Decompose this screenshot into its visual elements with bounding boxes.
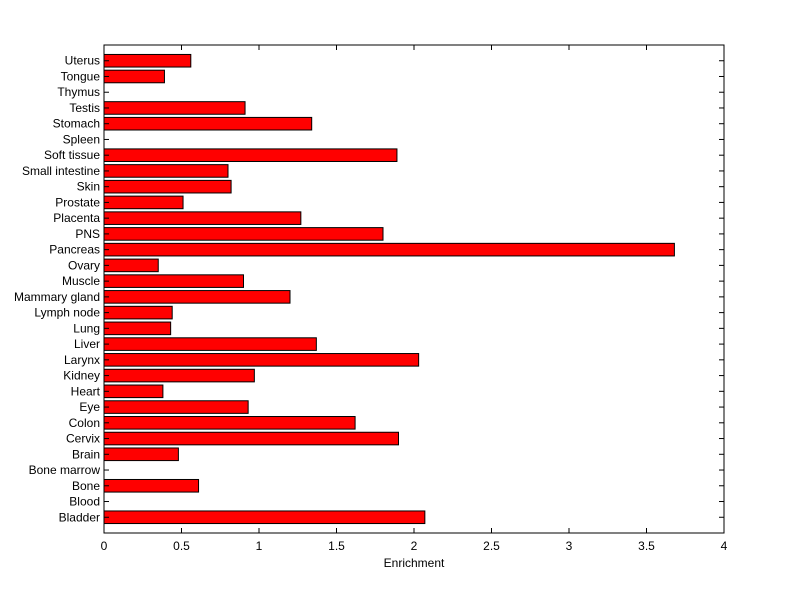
- y-tick-label-heart: Heart: [71, 384, 101, 398]
- x-tick-label-0: 0: [101, 539, 108, 553]
- bar-cervix: [103, 431, 399, 446]
- bar-stomach: [103, 116, 313, 131]
- x-tick-label-4: 2: [411, 539, 418, 553]
- y-tick-label-lymph-node: Lymph node: [34, 306, 100, 320]
- bar-muscle: [103, 274, 244, 288]
- x-tick-label-2: 1: [256, 539, 263, 553]
- bar-colon: [103, 416, 356, 430]
- bar-testis: [103, 101, 246, 115]
- bar-bone: [103, 478, 200, 493]
- x-tick-label-5: 2.5: [483, 539, 500, 553]
- y-tick-label-spleen: Spleen: [63, 132, 100, 146]
- y-tick-label-blood: Blood: [69, 495, 100, 509]
- y-tick-label-ovary: Ovary: [68, 258, 100, 272]
- bar-lymph-node: [103, 305, 173, 320]
- y-tick-label-cervix: Cervix: [66, 432, 100, 446]
- x-tick-label-6: 3: [566, 539, 573, 553]
- y-tick-label-lung: Lung: [73, 321, 100, 335]
- bar-bladder: [103, 510, 426, 525]
- y-tick-label-thymus: Thymus: [57, 85, 100, 99]
- x-axis-title: Enrichment: [384, 556, 445, 570]
- y-tick-label-placenta: Placenta: [53, 211, 100, 225]
- y-tick-label-brain: Brain: [72, 447, 100, 461]
- bar-small-intestine: [103, 164, 229, 178]
- plot-frame: [103, 44, 725, 534]
- y-tick-label-stomach: Stomach: [53, 117, 100, 131]
- y-tick-label-uterus: Uterus: [65, 54, 100, 68]
- y-tick-label-liver: Liver: [74, 337, 100, 351]
- y-tick-label-bladder: Bladder: [59, 510, 100, 524]
- x-tick-label-7: 3.5: [638, 539, 655, 553]
- bar-prostate: [103, 195, 184, 210]
- bar-heart: [103, 384, 164, 399]
- y-tick-label-skin: Skin: [77, 180, 100, 194]
- y-tick-label-eye: Eye: [79, 400, 100, 414]
- bar-larynx: [103, 353, 420, 367]
- y-tick-label-bone: Bone: [72, 479, 100, 493]
- y-tick-label-testis: Testis: [69, 101, 100, 115]
- y-tick-label-pns: PNS: [75, 227, 100, 241]
- bar-mammary-gland: [103, 290, 291, 304]
- y-tick-label-small-intestine: Small intestine: [22, 164, 100, 178]
- x-tick-label-8: 4: [721, 539, 728, 553]
- x-tick-labels: 0 0.5 1 1.5 2 2.5 3 3.5 4: [101, 539, 728, 553]
- y-tick-label-tongue: Tongue: [61, 69, 101, 83]
- y-tick-label-prostate: Prostate: [55, 195, 100, 209]
- x-tick-label-3: 1.5: [328, 539, 345, 553]
- bar-eye: [103, 400, 249, 414]
- bar-ovary: [103, 258, 159, 273]
- bar-uterus: [103, 53, 192, 68]
- bar-tongue: [103, 69, 165, 84]
- bar-kidney: [103, 368, 255, 383]
- y-tick-label-muscle: Muscle: [62, 274, 100, 288]
- bar-placenta: [103, 211, 302, 225]
- y-tick-label-larynx: Larynx: [64, 353, 100, 367]
- y-tick-label-bone-marrow: Bone marrow: [29, 463, 101, 477]
- y-tick-label-kidney: Kidney: [63, 369, 100, 383]
- y-tick-label-colon: Colon: [69, 416, 100, 430]
- x-tick-label-1: 0.5: [173, 539, 190, 553]
- bar-soft-tissue: [103, 148, 398, 162]
- bars-group: [103, 53, 675, 525]
- bar-pns: [103, 227, 384, 241]
- bar-brain: [103, 447, 179, 462]
- bar-skin: [103, 179, 232, 194]
- y-tick-label-soft-tissue: Soft tissue: [44, 148, 100, 162]
- bar-lung: [103, 321, 172, 336]
- y-tick-label-pancreas: Pancreas: [49, 243, 100, 257]
- bar-liver: [103, 337, 317, 351]
- bar-pancreas: [103, 242, 675, 257]
- y-tick-label-mammary-gland: Mammary gland: [14, 290, 100, 304]
